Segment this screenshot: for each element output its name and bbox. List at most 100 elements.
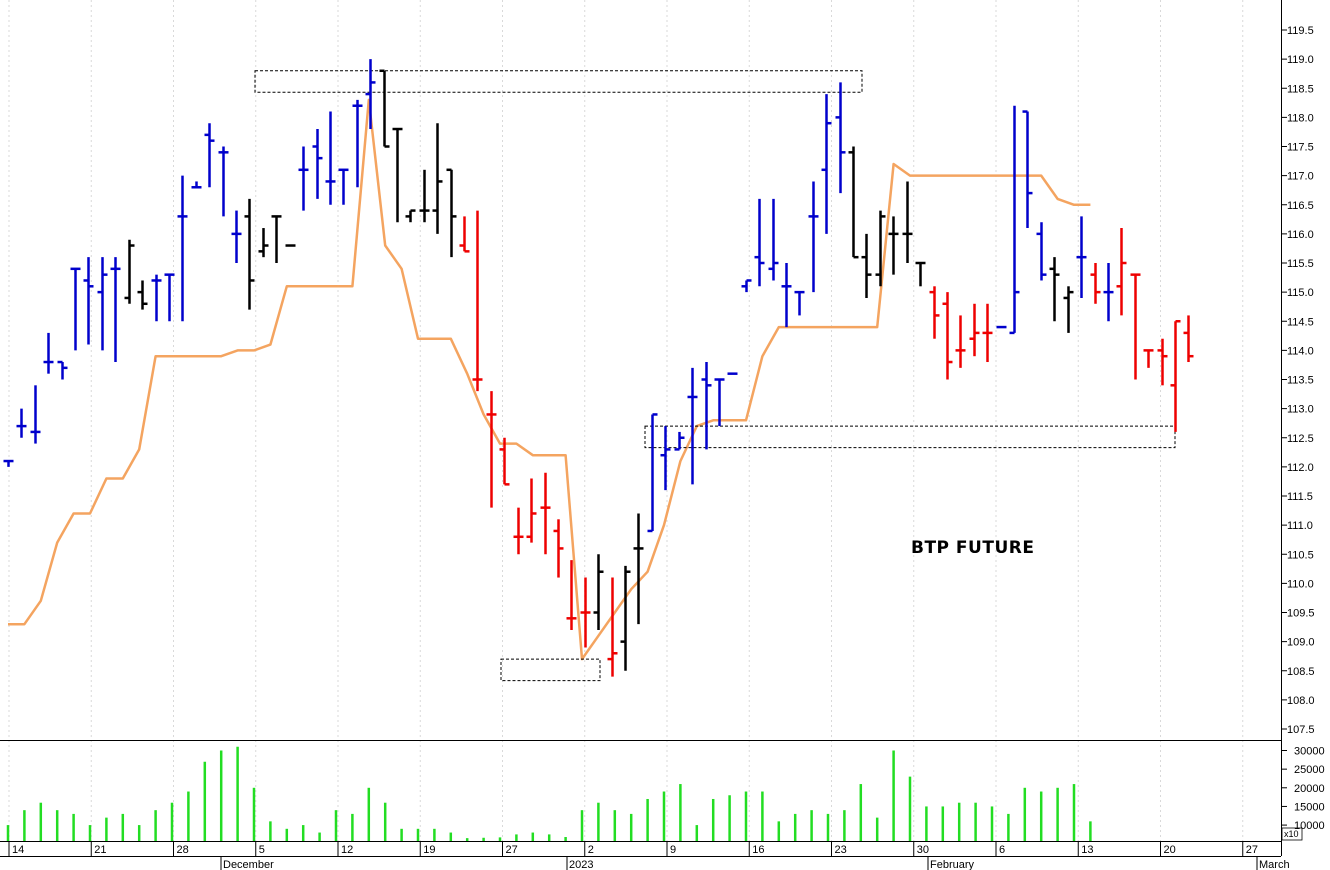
ohlc-bar <box>1157 338 1168 386</box>
ohlc-bar <box>861 233 872 298</box>
chart-frame <box>0 0 1282 857</box>
ohlc-bar <box>3 459 14 467</box>
price-tick-label: 115.5 <box>1287 258 1314 270</box>
moving-average-line <box>8 98 1091 661</box>
ohlc-bar <box>942 292 953 380</box>
price-tick-label: 110.5 <box>1287 549 1314 561</box>
price-tick-label: 119.5 <box>1287 25 1314 37</box>
month-label: February <box>930 859 975 870</box>
ohlc-bar <box>580 577 591 648</box>
ohlc-bar <box>258 228 269 258</box>
date-axis: 14 21 28 5 12 19 27 2 9 16 23 30 6 13 20 27 December 2023… <box>8 841 1290 870</box>
range-box <box>500 658 601 682</box>
ohlc-bar <box>352 99 363 188</box>
ohlc-bar <box>701 362 712 450</box>
ohlc-bar <box>781 263 792 328</box>
ohlc-bar <box>553 519 564 578</box>
ohlc-bar <box>674 431 685 451</box>
ohlc-bar <box>915 261 926 287</box>
ohlc-bar <box>432 123 443 234</box>
ohlc-bar <box>392 127 403 223</box>
price-tick-label: 109.0 <box>1287 637 1315 649</box>
ohlc-bar <box>808 181 819 293</box>
ohlc-bar <box>365 59 376 130</box>
ohlc-bar <box>110 257 121 363</box>
ohlc-bar <box>472 210 483 392</box>
day-tick-label: 13 <box>1081 844 1093 856</box>
ohlc-bar <box>1076 216 1087 298</box>
month-label: March <box>1259 859 1290 870</box>
ohlc-bar <box>164 273 175 322</box>
ohlc-bar <box>1183 315 1194 363</box>
ohlc-bar <box>57 360 68 380</box>
price-tick-label: 108.0 <box>1287 695 1315 707</box>
ohlc-bar <box>70 267 81 351</box>
moving-average-series <box>8 98 1091 661</box>
price-tick-label: 109.5 <box>1287 608 1315 620</box>
day-tick-label: 23 <box>835 844 847 856</box>
ohlc-bar <box>835 82 846 194</box>
ohlc-bar <box>660 426 671 491</box>
price-tick-label: 117.0 <box>1287 171 1314 183</box>
ohlc-bar <box>124 239 135 304</box>
ohlc-bar <box>43 332 54 374</box>
price-tick-label: 116.0 <box>1287 229 1314 241</box>
day-tick-label: 27 <box>506 844 518 856</box>
ohlc-bar <box>1049 257 1060 322</box>
ohlc-bar <box>647 413 658 533</box>
ohlc-bar <box>419 169 430 223</box>
volume-tick-label: 20000 <box>1294 783 1325 795</box>
ohlc-bar <box>566 560 577 630</box>
chart-grid <box>8 0 1244 841</box>
volume-axis: 10000 15000 20000 25000 30000 x10 <box>1281 746 1325 841</box>
price-tick-label: 114.0 <box>1287 345 1314 357</box>
ohlc-bar <box>83 257 94 345</box>
ohlc-bar <box>741 279 752 293</box>
ohlc-bar <box>1063 286 1074 333</box>
price-tick-label: 111.5 <box>1287 491 1313 503</box>
ohlc-bar <box>1116 228 1127 316</box>
month-label: December <box>223 859 274 870</box>
ohlc-bar <box>312 129 323 199</box>
day-tick-label: 6 <box>999 844 1005 856</box>
ohlc-bar <box>620 565 631 671</box>
volume-tick-label: 25000 <box>1294 764 1325 776</box>
price-tick-label: 111.0 <box>1287 520 1313 532</box>
ohlc-bar <box>405 209 416 223</box>
day-tick-label: 14 <box>12 844 24 856</box>
volume-bars <box>6 746 1092 841</box>
ohlc-bar <box>338 168 349 205</box>
ohlc-bar <box>902 181 913 263</box>
ohlc-bar <box>1143 349 1154 368</box>
price-tick-label: 112.0 <box>1287 462 1314 474</box>
chart-annotation-label: BTP FUTURE <box>911 538 1034 558</box>
ohlc-bar <box>593 554 604 630</box>
ohlc-bar <box>1130 273 1141 380</box>
ohlc-bar <box>929 286 940 339</box>
ohlc-bar <box>1022 110 1033 229</box>
day-tick-label: 28 <box>177 844 189 856</box>
price-tick-label: 108.5 <box>1287 666 1315 678</box>
ohlc-bar <box>499 437 510 486</box>
ohlc-bar <box>137 280 148 310</box>
ohlc-bar <box>231 210 242 263</box>
ohlc-bar <box>271 215 282 263</box>
volume-tick-label: 30000 <box>1294 746 1325 758</box>
ohlc-bar <box>30 385 41 444</box>
ohlc-bar <box>486 391 497 508</box>
day-tick-label: 21 <box>94 844 106 856</box>
ohlc-bar <box>513 507 524 555</box>
price-tick-label: 118.5 <box>1287 83 1314 95</box>
ohlc-bar <box>177 175 188 322</box>
day-tick-label: 9 <box>670 844 676 856</box>
ohlc-bar <box>821 94 832 234</box>
price-tick-label: 112.5 <box>1287 433 1314 445</box>
ohlc-bar <box>754 198 765 287</box>
ohlc-bar <box>1170 320 1181 432</box>
ohlc-bar <box>298 146 309 211</box>
day-tick-label: 16 <box>752 844 764 856</box>
ohlc-bar <box>325 111 336 205</box>
day-tick-label: 19 <box>423 844 435 856</box>
ohlc-bar <box>848 146 859 259</box>
